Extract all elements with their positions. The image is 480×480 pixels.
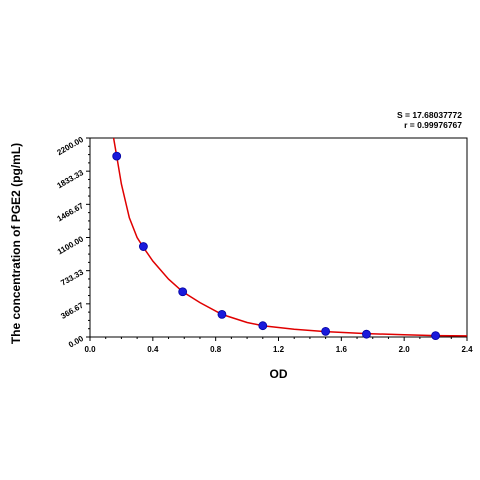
x-tick-label: 0.8 bbox=[210, 345, 222, 354]
plot-frame bbox=[89, 137, 468, 338]
x-tick-label: 2.0 bbox=[399, 345, 411, 354]
fit-curve bbox=[112, 137, 468, 337]
data-point bbox=[139, 242, 148, 251]
axes bbox=[89, 137, 468, 338]
points-layer bbox=[112, 151, 440, 340]
x-tick-label: 1.6 bbox=[336, 345, 348, 354]
y-tick-label: 1100.00 bbox=[56, 234, 86, 256]
data-point bbox=[321, 326, 331, 336]
x-tick-label: 0.4 bbox=[147, 345, 159, 354]
x-tick-label: 2.4 bbox=[461, 345, 473, 354]
x-tick-label: 1.2 bbox=[273, 345, 285, 354]
y-tick-label: 0.00 bbox=[67, 334, 85, 350]
data-point bbox=[112, 151, 122, 161]
s-value: S = 17.68037772 bbox=[397, 110, 462, 120]
x-tick-label: 0.0 bbox=[84, 345, 96, 354]
y-tick-label: 1833.33 bbox=[55, 168, 85, 191]
fit-statistics: S = 17.68037772 r = 0.99976767 bbox=[397, 110, 462, 130]
y-tick-label: 366.67 bbox=[59, 300, 85, 320]
data-point bbox=[258, 321, 268, 331]
y-tick-label: 2200.00 bbox=[55, 135, 85, 158]
data-point bbox=[362, 329, 371, 339]
y-tick-label: 1466.67 bbox=[55, 201, 85, 224]
y-tick-label: 733.33 bbox=[59, 267, 85, 287]
data-point bbox=[431, 331, 440, 340]
y-axis-title: The concentration of PGE2 (pg/mL) bbox=[9, 143, 23, 344]
data-point bbox=[178, 287, 188, 297]
fit-curve-layer bbox=[112, 137, 468, 337]
r-value: r = 0.99976767 bbox=[404, 120, 462, 130]
x-axis-title: OD bbox=[270, 367, 288, 381]
data-point bbox=[217, 309, 227, 319]
